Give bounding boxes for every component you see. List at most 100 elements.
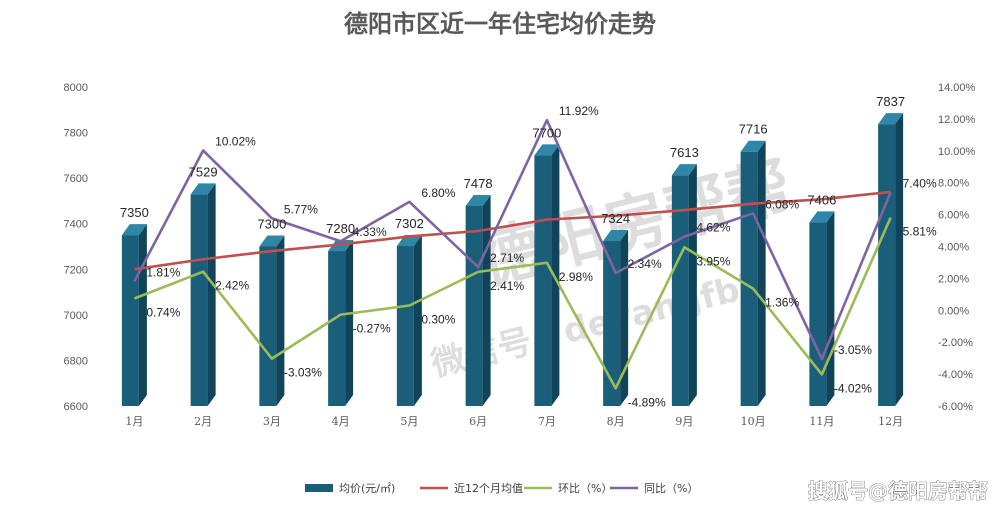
bar-front — [740, 151, 758, 406]
yoy-value-label: 5.77% — [284, 202, 318, 216]
mom-value-label: 0.30% — [421, 313, 455, 327]
bar-side — [413, 235, 422, 406]
bar-side — [826, 211, 835, 406]
bar-top — [603, 230, 629, 242]
bar-front — [534, 155, 552, 406]
y-right-tick-label: 6.00% — [938, 210, 969, 222]
y-left-tick-label: 7000 — [64, 310, 88, 322]
bar-front — [603, 241, 621, 406]
y-left-tick-label: 7600 — [64, 173, 88, 185]
legend-label: 同比（%） — [644, 482, 698, 495]
bar-front — [878, 124, 896, 406]
y-left-tick-label: 8000 — [64, 82, 88, 94]
mom-value-label: 5.81% — [903, 225, 937, 239]
yoy-value-label: 6.80% — [421, 186, 455, 200]
x-tick-label: 3月 — [263, 415, 281, 428]
bar-front — [259, 246, 277, 406]
legend-swatch — [305, 484, 333, 492]
bar-side — [345, 240, 354, 406]
bar-value-label: 7837 — [876, 94, 905, 109]
yoy-value-label: -3.05% — [834, 343, 872, 357]
mom-value-label: 3.95% — [696, 254, 730, 268]
y-left-tick-label: 7800 — [64, 128, 88, 140]
yoy-value-label: 11.92% — [559, 104, 599, 118]
chart-title: 德阳市区近一年住宅均价走势 — [344, 10, 656, 38]
legend: 均价(元/㎡) 近12个月均值 环比（%） 同比（%） — [305, 482, 698, 495]
x-tick-label: 1月 — [125, 415, 143, 428]
yoy-value-label: 7.40% — [903, 176, 937, 190]
yoy-value-label: 1.81% — [146, 265, 180, 279]
mom-value-label: -3.03% — [284, 366, 322, 380]
y-right-tick-label: 2.00% — [938, 273, 969, 285]
bar-front — [809, 222, 827, 406]
bar-top — [465, 194, 491, 206]
mom-value-label: 2.98% — [559, 270, 593, 284]
y-left-tick-label: 7400 — [64, 219, 88, 231]
bar-side — [482, 194, 491, 406]
bar-value-label: 7302 — [395, 216, 424, 231]
mom-value-label: 0.74% — [146, 305, 180, 319]
mom-value-label: 2.41% — [490, 279, 524, 293]
yoy-value-label: 4.33% — [353, 225, 387, 239]
y-left-tick-label: 7200 — [64, 264, 88, 276]
bar-front — [671, 175, 689, 406]
bar — [809, 211, 835, 406]
bar-front — [465, 205, 483, 406]
x-tick-label: 12月 — [878, 415, 903, 428]
y-left-tick-label: 6600 — [64, 401, 88, 413]
legend-label: 环比（%） — [558, 482, 612, 495]
bar-side — [688, 164, 697, 406]
bar-value-label: 7529 — [189, 164, 218, 179]
bar-top — [671, 164, 697, 176]
x-tick-label: 6月 — [469, 415, 487, 428]
legend-item: 环比（%） — [524, 482, 612, 495]
x-tick-label: 11月 — [809, 415, 834, 428]
y-right-tick-label: 12.00% — [938, 114, 976, 126]
bar-top — [534, 144, 560, 156]
legend-label: 均价(元/㎡) — [339, 482, 395, 495]
bar — [259, 235, 285, 406]
yoy-value-label: 10.02% — [215, 134, 256, 148]
bar-top — [190, 183, 216, 195]
bar-front — [190, 194, 208, 406]
bar-value-label: 7350 — [120, 205, 149, 220]
yoy-line — [133, 118, 892, 361]
credit-watermark: 搜狐号@德阳房帮帮 — [808, 479, 988, 503]
legend-item: 均价(元/㎡) — [305, 482, 395, 495]
bar-top — [121, 224, 147, 236]
yoy-value-label: 6.08% — [765, 197, 799, 211]
x-tick-label: 8月 — [607, 415, 625, 428]
x-tick-label: 10月 — [741, 415, 766, 428]
bar-side — [895, 113, 904, 406]
x-tick-label: 9月 — [675, 415, 693, 428]
bar-side — [276, 235, 285, 406]
bar — [534, 144, 560, 406]
bar-value-label: 7613 — [670, 145, 699, 160]
bar-top — [259, 235, 285, 247]
bar — [878, 113, 904, 406]
legend-label: 近12个月均值 — [454, 482, 523, 495]
line-series — [133, 118, 892, 390]
legend-item: 同比（%） — [610, 482, 698, 495]
mom-value-label: 2.42% — [215, 279, 249, 293]
y-right-tick-label: 14.00% — [938, 82, 976, 94]
y-right-tick-label: 10.00% — [938, 146, 976, 158]
bar-side — [757, 140, 766, 406]
bar-front — [121, 235, 139, 406]
bar — [396, 235, 422, 406]
bar-value-label: 7478 — [464, 176, 493, 191]
bar — [603, 230, 629, 406]
x-tick-label: 4月 — [332, 415, 350, 428]
y-right-tick-label: 4.00% — [938, 242, 969, 254]
bar-top — [809, 211, 835, 223]
bar — [671, 164, 697, 406]
bar-value-label: 7300 — [257, 217, 286, 232]
y-right-tick-label: 8.00% — [938, 178, 969, 190]
bar-front — [396, 246, 414, 406]
y-right-tick-label: 0.00% — [938, 305, 969, 317]
mom-value-label: -0.27% — [353, 322, 391, 336]
bar-value-label: 7406 — [807, 192, 836, 207]
bar — [740, 140, 766, 406]
bar-top — [878, 113, 904, 125]
data-labels: 7350 7529 7300 7280 7302 7478 7700 7324 7613 7716… — [120, 94, 937, 409]
